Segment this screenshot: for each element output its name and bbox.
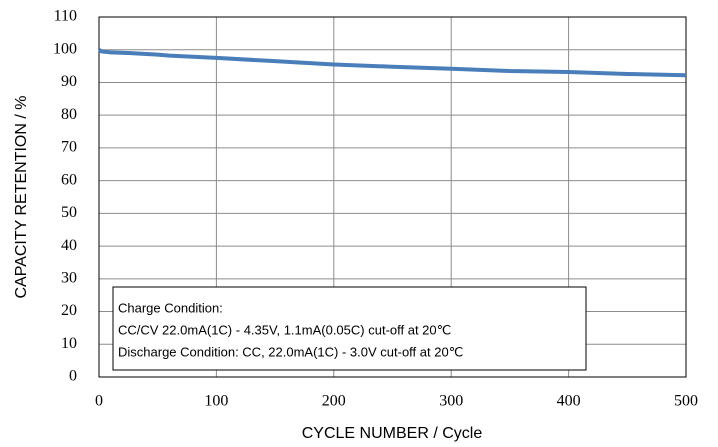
annotation-text: CC/CV 22.0mA(1C) - 4.35V, 1.1mA(0.05C) c…: [118, 322, 451, 337]
annotation-text: Discharge Condition: CC, 22.0mA(1C) - 3.…: [118, 344, 463, 359]
y-tick-label: 40: [61, 237, 77, 254]
y-tick-label: 80: [61, 106, 77, 123]
annotation-box: [112, 286, 587, 371]
x-tick-label: 300: [439, 393, 463, 410]
y-tick-label: 110: [54, 8, 77, 25]
x-tick-label: 400: [557, 393, 581, 410]
x-tick-label: 200: [322, 393, 346, 410]
y-axis-label: CAPACITY RETENTION / %: [13, 96, 30, 299]
y-tick-label: 0: [69, 368, 77, 385]
y-tick-label: 50: [61, 204, 77, 221]
x-tick-label: 0: [95, 393, 103, 410]
y-tick-label: 30: [61, 269, 77, 286]
y-tick-label: 70: [61, 139, 77, 156]
y-tick-label: 10: [61, 335, 77, 352]
annotation-text: Charge Condition:: [118, 300, 223, 315]
y-tick-label: 100: [53, 40, 77, 57]
y-tick-label: 20: [61, 302, 77, 319]
x-axis-label: CYCLE NUMBER / Cycle: [302, 425, 483, 442]
y-tick-label: 90: [61, 73, 77, 90]
y-tick-label: 60: [61, 171, 77, 188]
x-tick-label: 100: [204, 393, 228, 410]
data-line: [97, 48, 687, 78]
x-tick-label: 500: [674, 393, 698, 410]
plot-border: [98, 16, 687, 378]
